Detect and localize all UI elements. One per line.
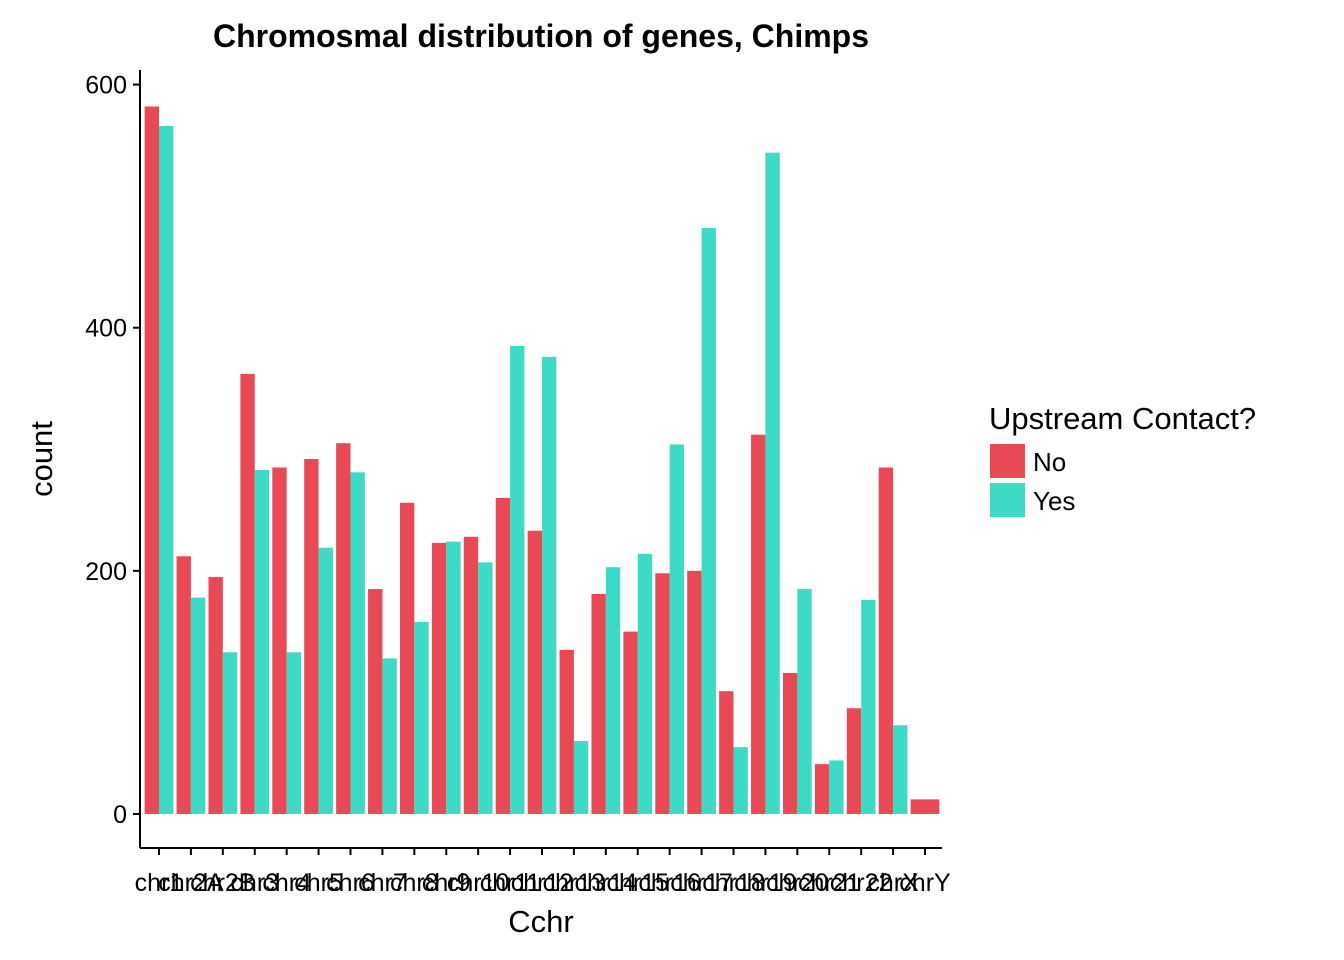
x-tick-label: chr1 xyxy=(135,869,184,897)
x-tick-label: chr15 xyxy=(606,869,669,897)
bar-chr12-yes xyxy=(542,356,557,814)
legend-items: No Yes xyxy=(990,444,1075,517)
bar-chr21-no xyxy=(814,764,830,814)
bar-chr4-no xyxy=(272,467,287,814)
x-tick-label: chr12 xyxy=(511,869,574,897)
y-tick-label: 400 xyxy=(85,315,127,343)
bar-chr1-no xyxy=(144,106,159,814)
bars xyxy=(144,106,940,814)
x-tick-label: chr22 xyxy=(830,869,893,897)
x-tick-label: chr21 xyxy=(798,869,861,897)
bar-chr2A-no xyxy=(176,556,191,814)
bar-chr5-no xyxy=(304,459,319,814)
x-tick-label: chr5 xyxy=(294,869,343,897)
x-tick-label: chr16 xyxy=(638,869,701,897)
bar-chr20-yes xyxy=(797,589,812,814)
bar-chr9-yes xyxy=(446,541,461,814)
bar-chr3-no xyxy=(240,373,255,814)
bar-chrX-no xyxy=(878,467,894,814)
bar-chr16-no xyxy=(655,573,670,814)
bar-chr19-no xyxy=(751,434,766,814)
x-tick-label: chr8 xyxy=(390,869,439,897)
bar-chr18-no xyxy=(719,691,734,814)
x-tick-label: chr14 xyxy=(575,869,638,897)
x-tick-label: chrX xyxy=(867,869,919,897)
bar-chr7-no xyxy=(368,589,383,814)
bar-chr22-yes xyxy=(861,600,876,814)
x-tick-label: chr18 xyxy=(702,869,765,897)
bar-chr2A-yes xyxy=(190,597,206,814)
bar-chr2B-yes xyxy=(222,652,238,814)
x-tick-label: chr2B xyxy=(190,869,255,897)
x-tick-label: chr17 xyxy=(670,869,733,897)
y-tick-label: 0 xyxy=(113,801,127,829)
bar-chr14-no xyxy=(591,593,606,814)
x-tick-label: chr4 xyxy=(262,869,311,897)
x-tick-label: chr19 xyxy=(734,869,797,897)
bar-chr17-no xyxy=(687,570,702,814)
y-axis-title: count xyxy=(24,421,59,497)
bar-chr21-yes xyxy=(829,760,844,814)
bar-chr11-yes xyxy=(510,345,525,814)
x-tick-label: chr7 xyxy=(358,869,407,897)
legend-title: Upstream Contact? xyxy=(989,401,1256,436)
x-tick-label: chr6 xyxy=(326,869,375,897)
y-tick-label: 200 xyxy=(85,558,127,586)
bar-chr4-yes xyxy=(286,652,302,814)
x-ticks: chr1chr2Achr2Bchr3chr4chr5chr6chr7chr8ch… xyxy=(135,848,951,897)
bar-chr22-no xyxy=(846,708,862,814)
legend: Upstream Contact? No Yes xyxy=(989,401,1256,517)
bar-chr10-no xyxy=(463,536,479,814)
bar-chr7-yes xyxy=(382,658,397,814)
bar-chr12-no xyxy=(527,530,542,814)
bar-chr15-no xyxy=(623,631,638,814)
legend-swatch-no xyxy=(990,444,1025,478)
x-tick-label: chr10 xyxy=(447,869,510,897)
bar-chrX-yes xyxy=(893,725,908,814)
bar-chr11-no xyxy=(495,497,511,814)
legend-label-yes: Yes xyxy=(1033,486,1075,516)
bar-chr13-no xyxy=(559,649,574,814)
bar-chr8-no xyxy=(399,502,415,814)
y-tick-label: 600 xyxy=(85,72,127,100)
bar-chr5-yes xyxy=(318,547,333,814)
bar-chr1-yes xyxy=(159,125,174,814)
x-tick-label: chr2A xyxy=(158,869,224,897)
bar-chr17-yes xyxy=(701,228,716,814)
bar-chr6-yes xyxy=(350,472,365,814)
y-ticks: 0 200 400 600 xyxy=(85,72,140,829)
x-axis-title: Cchr xyxy=(508,904,573,939)
x-tick-label: chr13 xyxy=(543,869,606,897)
bar-chr18-yes xyxy=(733,747,748,814)
bar-chr2B-no xyxy=(208,576,223,814)
bar-chr6-no xyxy=(336,443,351,814)
bar-chr13-yes xyxy=(573,741,589,814)
bar-chrY-no xyxy=(910,799,940,814)
chart-title: Chromosmal distribution of genes, Chimps xyxy=(213,18,869,54)
bar-chr19-yes xyxy=(765,152,780,814)
x-tick-label: chr9 xyxy=(422,869,471,897)
bar-chr15-yes xyxy=(637,553,653,814)
legend-label-no: No xyxy=(1033,447,1066,477)
bar-chr3-yes xyxy=(254,469,270,814)
x-tick-label: chr11 xyxy=(480,869,541,897)
x-tick-label: chr3 xyxy=(230,869,279,897)
bar-chr8-yes xyxy=(414,621,429,814)
bar-chr16-yes xyxy=(669,444,685,814)
bar-chr10-yes xyxy=(478,562,493,814)
bar-chr9-no xyxy=(431,542,447,814)
x-tick-label: chrY xyxy=(899,869,951,897)
legend-swatch-yes xyxy=(990,483,1025,517)
x-tick-label: chr20 xyxy=(766,869,829,897)
bar-chr14-yes xyxy=(605,567,621,814)
bar-chr20-no xyxy=(782,672,798,814)
